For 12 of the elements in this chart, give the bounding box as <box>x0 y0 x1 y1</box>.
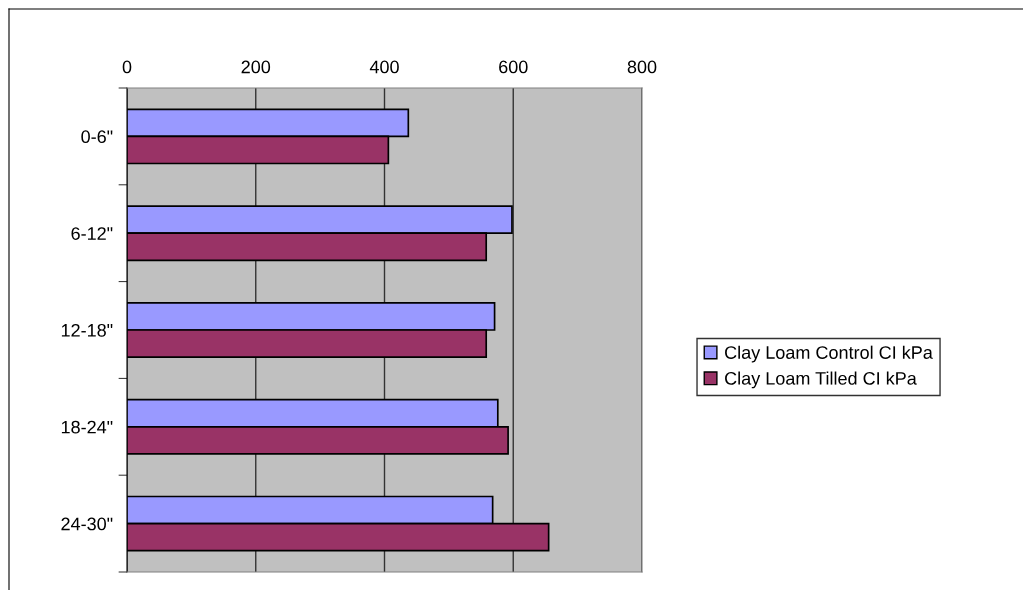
x-tick-label: 400 <box>369 60 399 74</box>
y-tick-label: 0-6" <box>81 130 113 144</box>
legend-label: Clay Loam Control CI kPa <box>725 345 933 363</box>
x-tick-label: 200 <box>241 60 271 74</box>
x-tick-label: 0 <box>122 60 132 74</box>
x-tick-label: 800 <box>627 60 657 74</box>
y-tick-label: 6-12" <box>71 227 113 240</box>
y-tick-label: 18-24" <box>61 420 113 434</box>
y-tick-label: 12-18" <box>61 323 113 337</box>
x-tick-label: 600 <box>499 60 528 74</box>
legend-label: Clay Loam Tilled CI kPa <box>725 371 917 389</box>
y-tick-label: 24-30" <box>61 517 113 531</box>
